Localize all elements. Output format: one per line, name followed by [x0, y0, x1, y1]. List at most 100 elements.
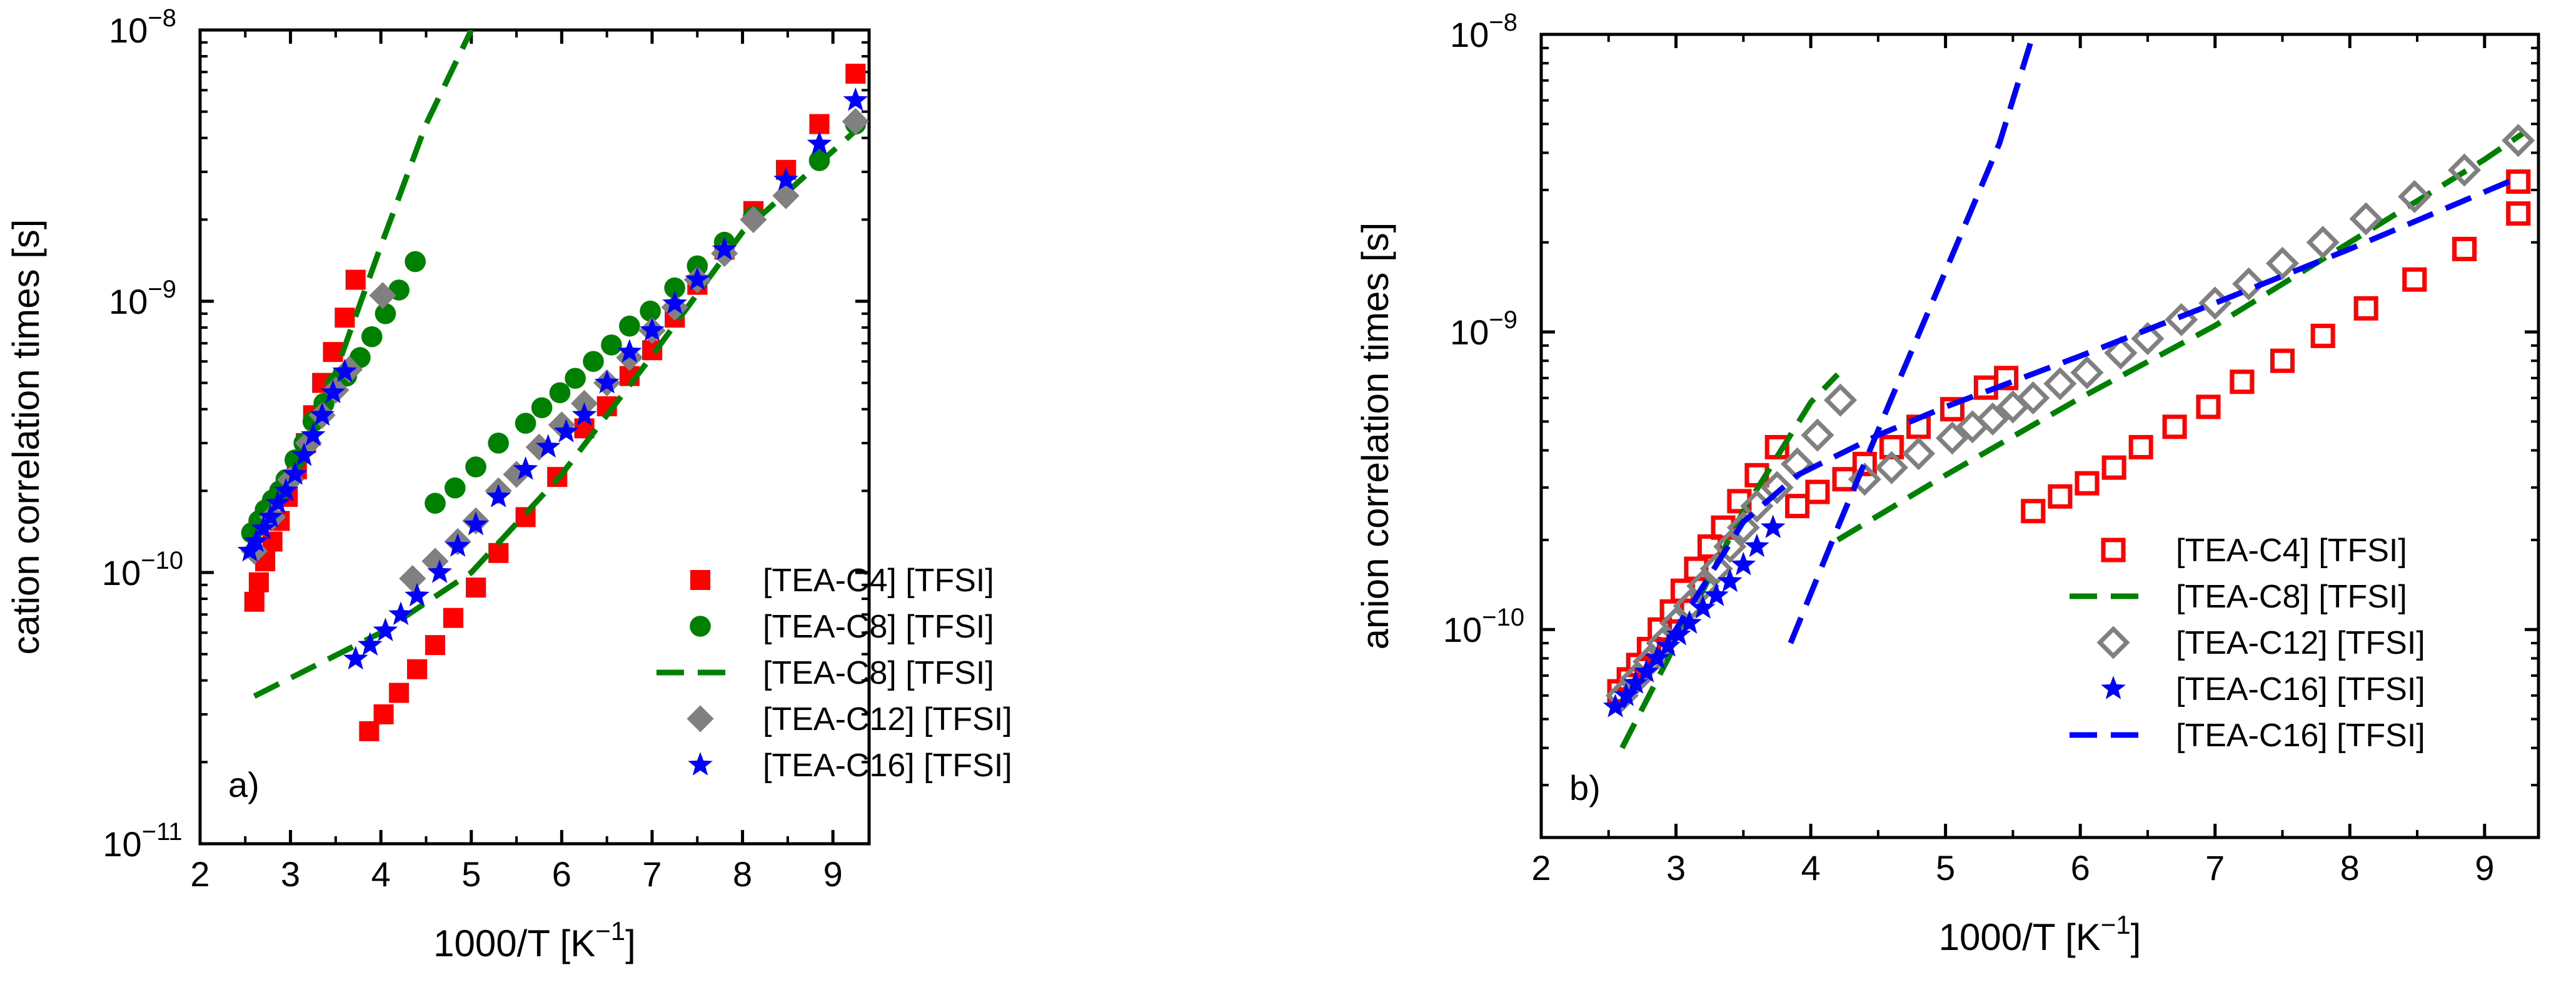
- data-point: [273, 478, 299, 502]
- data-point: [2196, 394, 2221, 419]
- data-point: [465, 456, 486, 478]
- x-tick-label: 6: [2071, 848, 2090, 888]
- data-point: [1623, 670, 1648, 694]
- legend-item: [TEA-C4] [TFSI]: [2101, 532, 2407, 569]
- data-point: [549, 382, 571, 404]
- y-tick-label: 10−8: [1450, 9, 1517, 54]
- data-point: [444, 477, 466, 499]
- x-axis-label: 1000/T [K−1]: [433, 916, 636, 964]
- series-line: [1788, 34, 2036, 644]
- x-tick-label: 7: [2205, 848, 2225, 888]
- data-point: [335, 308, 355, 328]
- x-tick-label: 2: [190, 854, 209, 894]
- data-point: [2016, 381, 2050, 415]
- y-axis-label: anion correlation times [s]: [1354, 222, 1396, 650]
- data-point: [1666, 621, 1691, 646]
- data-point: [488, 542, 509, 563]
- data-point: [309, 402, 335, 426]
- x-tick-label: 9: [2475, 848, 2494, 888]
- x-tick-label: 6: [552, 854, 571, 894]
- data-point: [463, 511, 488, 536]
- data-point: [662, 291, 687, 314]
- data-point: [248, 572, 269, 592]
- legend-item: [TEA-C16] [TFSI]: [2070, 718, 2425, 754]
- data-point: [1805, 479, 1830, 504]
- x-tick-label: 4: [1801, 848, 1821, 888]
- data-point: [2021, 499, 2046, 524]
- data-point: [531, 397, 553, 419]
- data-point: [845, 63, 866, 84]
- data-point: [571, 402, 597, 426]
- legend-marker: [2101, 676, 2126, 699]
- panel-a: 2 3 4 5 6 7 8 9 10−11 10−10 10−9 10−8 1000/T [K−1] ca…: [5, 4, 1012, 964]
- legend-label: [TEA-C8] [TFSI]: [763, 655, 994, 691]
- data-point: [1976, 402, 2010, 436]
- data-point: [323, 342, 343, 362]
- panel-label: b): [1569, 768, 1601, 808]
- data-point: [2506, 169, 2531, 194]
- data-point: [513, 456, 538, 480]
- data-point: [244, 591, 264, 612]
- data-point: [1744, 533, 1769, 558]
- series-0: [1607, 169, 2531, 704]
- data-point: [407, 659, 428, 679]
- legend-marker: [688, 752, 713, 776]
- data-point: [515, 412, 536, 434]
- data-point: [1690, 595, 1716, 619]
- data-point: [2310, 323, 2335, 348]
- data-point: [2506, 201, 2531, 226]
- legend-item: [TEA-C12] [TFSI]: [2096, 625, 2425, 661]
- data-point: [1785, 494, 1810, 519]
- plot-frame: [1539, 32, 2540, 839]
- data-point: [1852, 451, 1877, 476]
- data-point: [2353, 296, 2378, 321]
- data-point: [2502, 124, 2535, 158]
- legend-label: [TEA-C16] [TFSI]: [763, 748, 1012, 784]
- x-tick-label: 3: [1666, 848, 1686, 888]
- data-point: [1994, 366, 2019, 391]
- data-point: [2101, 455, 2126, 480]
- data-point: [2048, 484, 2073, 509]
- data-point: [2447, 153, 2482, 187]
- data-point: [1874, 451, 1908, 484]
- plot-area: [237, 30, 869, 741]
- data-point: [1848, 462, 1881, 496]
- legend-marker: [690, 570, 710, 590]
- y-tick-label: 10−9: [1450, 306, 1517, 352]
- legend-item: [TEA-C8] [TFSI]: [690, 609, 994, 645]
- data-point: [486, 484, 511, 508]
- data-point: [243, 528, 269, 552]
- series-4: [1619, 34, 2520, 709]
- legend-label: [TEA-C12] [TFSI]: [763, 701, 1012, 738]
- data-point: [1726, 511, 1760, 544]
- series-2: [1605, 124, 2535, 712]
- data-point: [1718, 568, 1743, 592]
- data-point: [445, 533, 470, 557]
- x-tick-label: 4: [371, 854, 391, 894]
- series-line: [1796, 175, 2520, 478]
- data-point: [687, 255, 708, 277]
- data-point: [807, 131, 832, 155]
- data-point: [2232, 267, 2266, 301]
- data-point: [2198, 286, 2232, 320]
- data-point: [320, 379, 346, 404]
- data-point: [842, 108, 869, 135]
- legend-item: [TEA-C8] [TFSI]: [2070, 579, 2407, 615]
- x-tick-label: 9: [823, 854, 843, 894]
- y-tick-label: 10−8: [109, 4, 176, 50]
- y-tick-label: 10−10: [1443, 604, 1524, 649]
- data-point: [1801, 418, 1834, 452]
- legend-marker: [2096, 626, 2130, 659]
- data-point: [375, 303, 396, 324]
- data-point: [685, 266, 710, 291]
- legend-label: [TEA-C16] [TFSI]: [2176, 671, 2425, 708]
- data-point: [2452, 236, 2477, 261]
- data-point: [283, 461, 308, 485]
- data-point: [2162, 414, 2187, 439]
- data-point: [809, 114, 830, 134]
- legend-marker: [687, 705, 714, 732]
- data-point: [373, 704, 394, 724]
- data-point: [601, 334, 622, 356]
- series-line: [1836, 129, 2527, 542]
- data-point: [2131, 322, 2165, 356]
